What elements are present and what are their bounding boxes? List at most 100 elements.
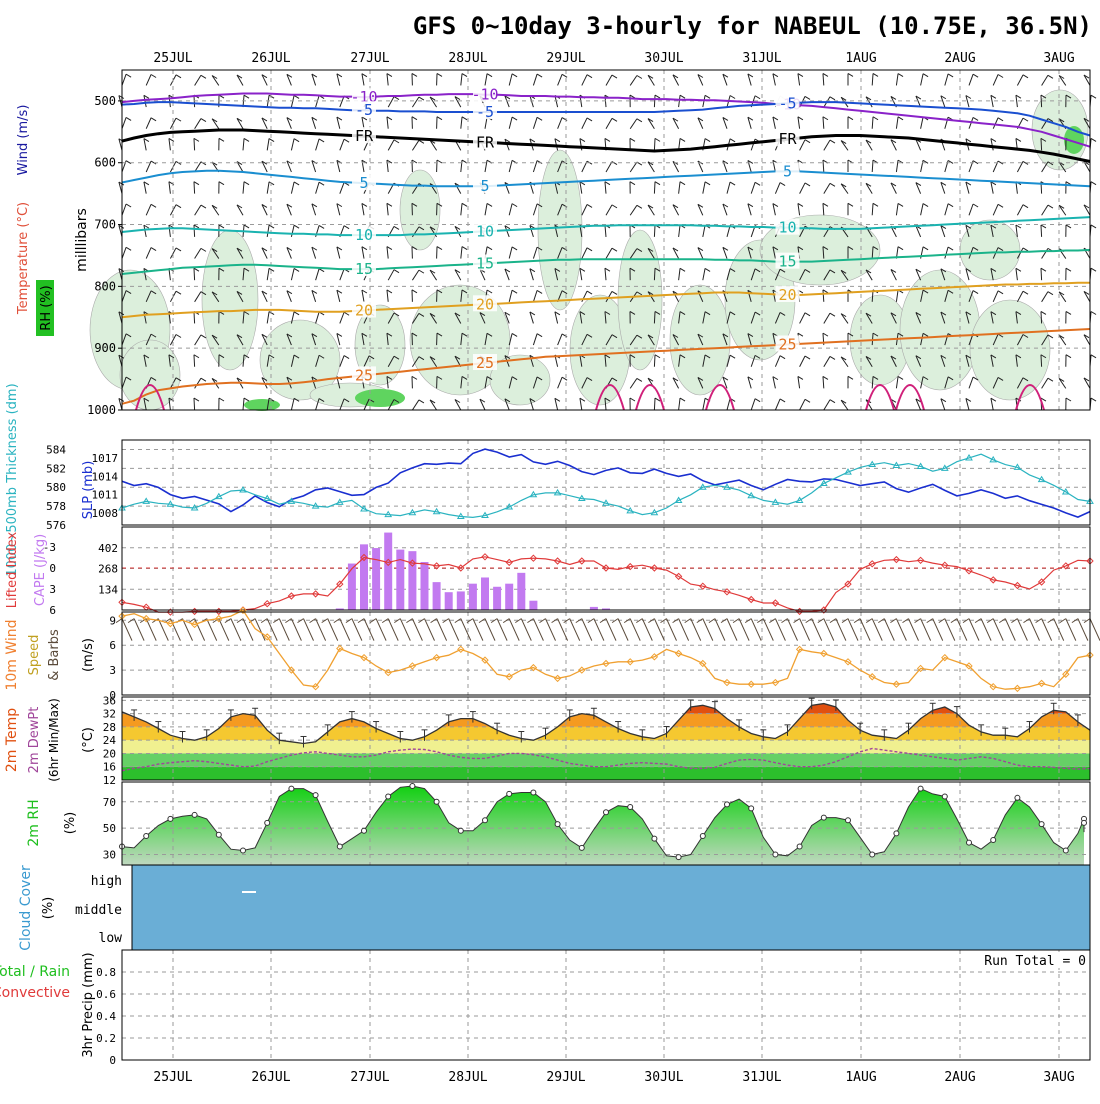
rh-point	[967, 840, 972, 845]
wind-barb	[655, 355, 660, 358]
wind-barb	[830, 400, 835, 403]
wind10-barb	[570, 619, 580, 641]
wind-barb	[1091, 355, 1096, 358]
wind-barb	[823, 376, 828, 379]
isotherm-label: 15	[355, 260, 373, 278]
wind-barb	[537, 290, 542, 293]
wind-barb	[194, 138, 195, 150]
wind-barb	[993, 291, 998, 302]
rh-shading	[400, 170, 440, 250]
rh-point	[386, 794, 391, 799]
wind-barb	[823, 160, 824, 172]
wind-barb	[1017, 291, 1023, 302]
precip-legend-total: Total / Rain	[0, 964, 70, 980]
temp-band	[122, 740, 1090, 753]
wind-barb	[195, 292, 201, 302]
wind-barb	[824, 356, 830, 366]
wind-barb	[244, 182, 249, 185]
wind-barb	[654, 182, 655, 194]
wind-barb	[340, 182, 344, 193]
cape-bar	[396, 550, 404, 610]
date-label-bottom: 26JUL	[251, 1070, 290, 1085]
wind10-barb	[691, 619, 701, 641]
rh-shading-dark	[244, 399, 280, 411]
wind10-barb	[546, 619, 556, 641]
wind-barb	[973, 291, 978, 294]
wind10-barb	[1090, 619, 1100, 641]
wind10-barb	[630, 619, 640, 641]
rh-point	[168, 816, 173, 821]
pressure-axis-label: milllibars	[74, 208, 90, 272]
wind-barb	[654, 225, 655, 237]
wind-barb	[243, 398, 244, 410]
wind-barb	[485, 74, 487, 86]
rh-point	[918, 786, 923, 791]
wind-barb	[512, 74, 517, 77]
wind-barb	[805, 96, 810, 99]
wind-barb	[630, 162, 637, 172]
wind-barb	[419, 140, 424, 143]
wind-barb	[269, 312, 274, 315]
wind-barb	[340, 139, 344, 150]
wind10-barb	[1030, 619, 1040, 641]
wind-barb	[126, 161, 131, 164]
wind-barb	[437, 247, 442, 250]
wind-barb	[921, 204, 923, 216]
wind-barb	[923, 74, 928, 77]
cloud-unit-label: (%)	[41, 897, 56, 920]
rh-point	[942, 794, 947, 799]
wind-barb	[387, 74, 388, 86]
wind10-barb	[582, 619, 592, 641]
wind-barb	[487, 203, 492, 206]
date-label-top: 30JUL	[644, 51, 683, 66]
wind-barb	[267, 312, 269, 324]
wind-barb	[800, 356, 805, 367]
date-label-top: 26JUL	[251, 51, 290, 66]
wind-barb	[993, 74, 998, 85]
rh-point	[652, 836, 657, 841]
wind-barb	[655, 95, 660, 98]
rh-point	[362, 828, 367, 833]
wind-barb	[122, 204, 126, 215]
wind-barb	[219, 398, 224, 401]
wind-barb	[730, 182, 735, 185]
wind-barb	[587, 248, 592, 251]
wind-barb	[1041, 138, 1042, 150]
wind-barb	[775, 399, 780, 410]
date-label-bottom: 28JUL	[448, 1070, 487, 1085]
wind-barb	[998, 204, 1003, 207]
wind-barb	[896, 376, 898, 388]
wind-barb	[176, 205, 181, 208]
isotherm-label: 25	[778, 335, 796, 353]
isotherm-label: 15	[778, 253, 796, 271]
wind-barb	[969, 74, 973, 85]
wind-barb	[485, 160, 487, 172]
wind10-barb	[291, 619, 301, 641]
wind-barb	[655, 138, 660, 141]
wind-barb	[830, 183, 835, 186]
wind-barb	[705, 95, 710, 98]
wind-barb	[558, 118, 562, 129]
wind-barb	[1066, 268, 1071, 271]
wind-barb	[921, 117, 923, 129]
wind-barb	[848, 203, 853, 206]
isotherm-5	[122, 171, 1090, 186]
wind-barb	[898, 376, 903, 379]
wind-barb	[176, 334, 181, 337]
isotherm-label: 5	[783, 162, 792, 180]
wind-barb	[122, 117, 126, 128]
wind-barb	[680, 138, 685, 141]
wind-barb	[580, 182, 582, 194]
rh-point	[241, 848, 246, 853]
wind-barb	[412, 270, 419, 280]
wind10-barb	[485, 619, 495, 641]
wind10-barb	[316, 619, 326, 641]
wind-barb	[1041, 311, 1046, 314]
precip-axis-label: 3hr Precip (mm)	[81, 952, 96, 1057]
wind-barb	[388, 97, 394, 107]
wind10-barb	[933, 619, 943, 641]
wind-barb	[587, 75, 592, 78]
wind-barb	[587, 291, 592, 294]
wind-barb	[194, 268, 199, 271]
